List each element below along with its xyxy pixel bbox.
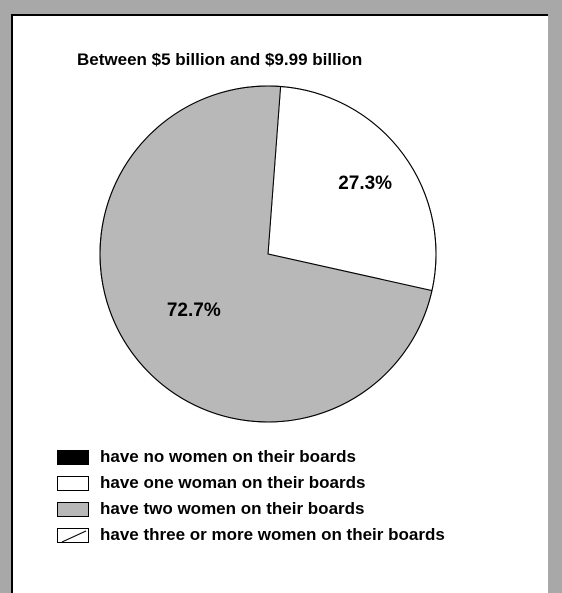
legend-item-no-women: have no women on their boards <box>57 444 445 470</box>
legend-item-one-woman: have one woman on their boards <box>57 470 445 496</box>
legend-label: have two women on their boards <box>100 499 365 518</box>
legend-swatch-gray <box>57 501 89 517</box>
chart-title: Between $5 billion and $9.99 billion <box>77 50 363 69</box>
legend-swatch-hatched <box>57 527 89 543</box>
legend-item-three-or-more: have three or more women on their boards <box>57 522 445 548</box>
legend-swatch-white <box>57 475 89 491</box>
legend: have no women on their boards have one w… <box>57 444 445 548</box>
legend-label: have three or more women on their boards <box>100 525 445 544</box>
legend-item-two-women: have two women on their boards <box>57 496 445 522</box>
slice-data-label: 27.3% <box>338 173 392 194</box>
right-border <box>548 0 562 593</box>
legend-label: have no women on their boards <box>100 447 356 466</box>
pie-outline <box>99 85 437 423</box>
legend-label: have one woman on their boards <box>100 473 366 492</box>
legend-swatch-black <box>57 449 89 465</box>
slice-data-label: 72.7% <box>167 300 221 321</box>
